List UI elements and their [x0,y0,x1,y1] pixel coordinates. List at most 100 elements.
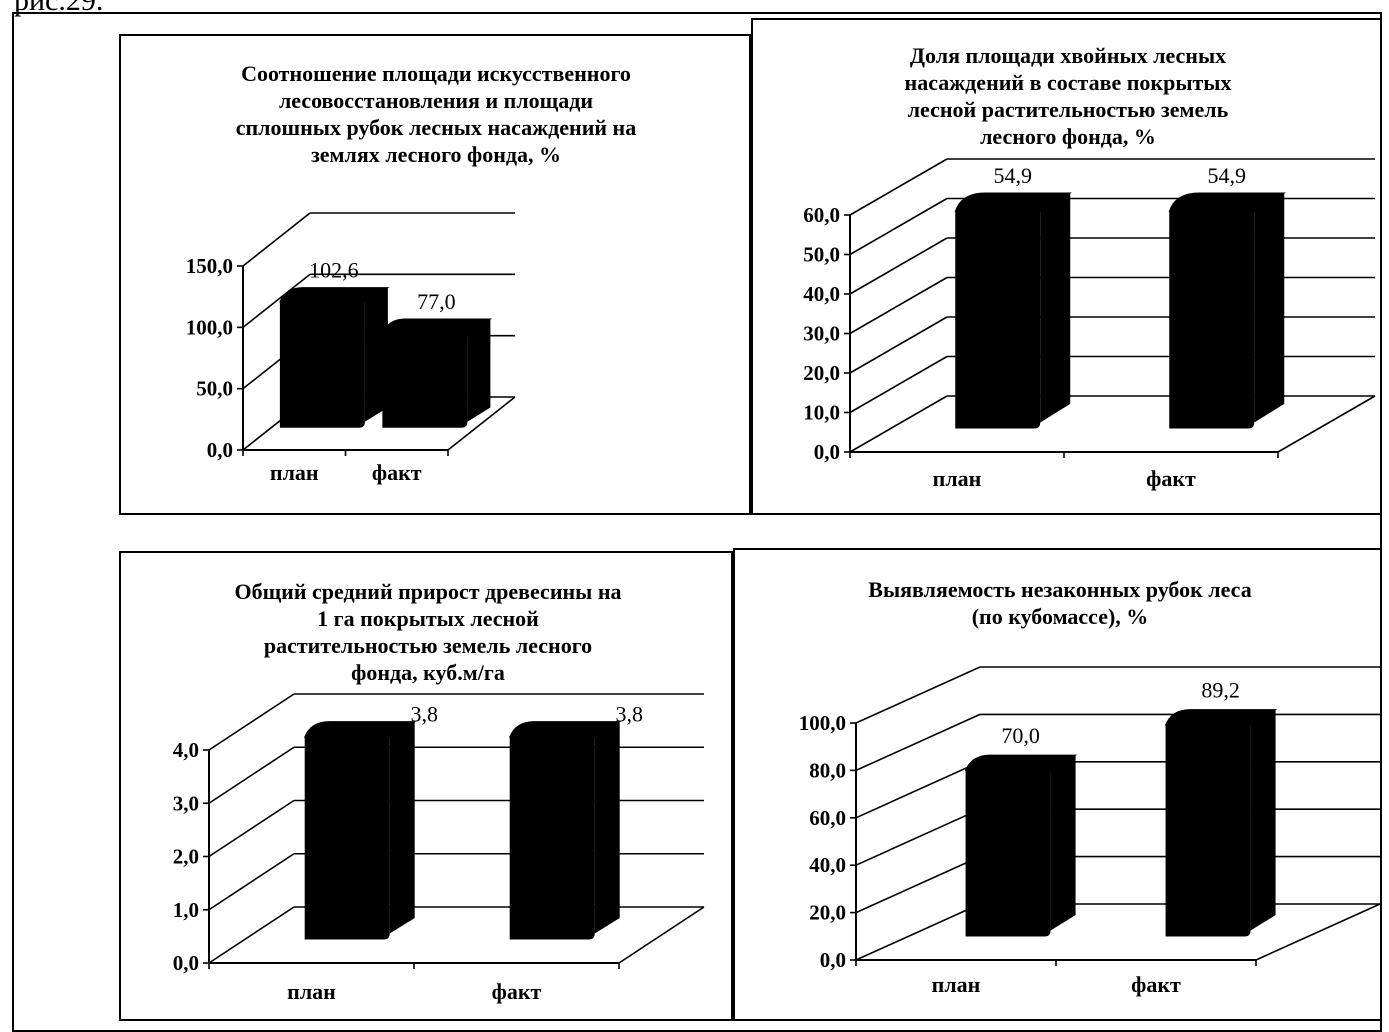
data-label: 70,0 [1001,723,1040,748]
side-wall-line [849,395,948,453]
side-wall-line [855,666,981,724]
chart-title-line: сплошных рубок лесных насаждений на [235,115,637,140]
bar-side [1250,709,1276,931]
side-wall-line [855,808,981,866]
y-tick-label: 0,0 [173,951,199,975]
chart-title: Доля площади хвойных лесных насаждений в… [783,42,1353,150]
side-wall-line [208,853,295,911]
floor-right-edge [618,906,705,964]
side-wall-line [849,197,948,256]
y-tick-label: 60,0 [809,806,846,830]
bar-top [1164,709,1278,726]
x-tick-label: факт [372,460,422,485]
chart-panel-clearcut-ratio: Соотношение площади искусственного лесов… [119,34,751,515]
bar-top [954,192,1072,213]
data-label: 3,8 [615,702,643,727]
x-tick-label: факт [492,979,542,1004]
y-tick-label: 50,0 [803,243,840,267]
chart-title-line: насаждений в составе покрытых [904,70,1232,95]
chart-title-line: землях лесного фонда, % [310,142,562,167]
side-wall-line [855,761,981,819]
chart-title-line: лесного фонда, % [980,124,1156,149]
side-wall-line [208,906,295,964]
y-tick-label: 40,0 [803,282,840,306]
side-wall-line [849,158,948,216]
bar-side [1050,755,1076,931]
x-tick-label: план [933,466,982,491]
bar-front [509,737,595,940]
bar-front [1165,725,1251,937]
chart-title-line: фонда, куб.м/га [351,660,505,685]
y-tick-label: 150,0 [186,254,233,278]
chart-panel-illegal-logging: Выявляемость незаконных рубок леса (по к… [733,548,1382,1021]
x-tick-label: план [932,972,981,997]
bar-side [364,287,388,422]
x-tick-label: план [270,460,319,485]
bar-front [382,333,468,428]
y-tick-label: 10,0 [803,401,840,425]
chart-plot: 0,0 10,0 20,0 30,0 40,0 50,0 60,0 54,9 план 54,9 ф… [803,158,1376,491]
y-tick-label: 100,0 [799,711,846,735]
chart-title-line: Общий средний прирост древесины на [234,579,622,604]
chart-plot: 0,0 1,0 2,0 3,0 4,0 3,8 план 3,8 факт [173,693,705,1004]
chart-plot: 0,0 50,0 100,0 150,0 102,6 план 77,0 факт [186,212,516,485]
chart-title: Выявляемость незаконных рубок леса (по к… [765,576,1355,630]
y-tick-label: 50,0 [196,377,233,401]
side-wall-line [849,316,948,374]
chart-title-line: лесной растительностью земель [907,97,1229,122]
y-tick-label: 20,0 [803,361,840,385]
bar-side [1040,193,1071,423]
y-tick-label: 30,0 [803,322,840,346]
chart-title: Общий средний прирост древесины на 1 га … [141,578,715,686]
bar-side [389,721,415,934]
data-label: 54,9 [1207,163,1246,188]
data-label: 89,2 [1201,678,1240,703]
floor-right-edge [1255,903,1381,961]
data-label: 77,0 [417,289,456,314]
x-tick-label: план [287,979,336,1004]
side-wall-line [855,903,981,961]
data-label: 102,6 [309,258,359,283]
bar-top [381,318,493,334]
bar-front [965,770,1051,937]
chart-panel-wood-increment: Общий средний прирост древесины на 1 га … [119,551,733,1021]
chart-plot: 0,0 20,0 40,0 60,0 80,0 100,0 70,0 план 89,2 факт [799,666,1381,997]
side-wall-line [242,212,311,267]
side-wall-line [849,276,948,335]
bar-top [279,287,390,303]
chart-title: Соотношение площади искусственного лесов… [151,60,721,168]
y-tick-label: 1,0 [173,898,199,922]
bar-front [955,211,1041,429]
chart-title-line: лесовосстановления и площади [278,88,594,113]
y-tick-label: 0,0 [820,948,846,972]
data-label: 3,8 [410,702,438,727]
bar-front [304,737,390,940]
y-tick-label: 40,0 [809,853,846,877]
chart-title-line: 1 га покрытых лесной [317,606,539,631]
y-tick-label: 3,0 [173,791,199,815]
bar-side [467,319,491,422]
side-wall-line [242,273,311,328]
chart-title-line: Соотношение площади искусственного [241,61,631,86]
y-tick-label: 4,0 [173,738,199,762]
y-tick-label: 0,0 [207,438,233,462]
y-tick-label: 100,0 [186,315,233,339]
data-label: 54,9 [993,163,1032,188]
x-tick-label: факт [1146,466,1196,491]
y-tick-label: 2,0 [173,845,199,869]
side-wall-line [855,713,981,772]
chart-title-line: (по кубомассе), % [971,604,1149,629]
y-tick-label: 60,0 [803,203,840,227]
bar-front [279,301,365,428]
chart-panel-conifer-share: Доля площади хвойных лесных насаждений в… [751,18,1382,515]
side-wall-line [849,237,948,295]
chart-title-line: Доля площади хвойных лесных [909,43,1227,68]
side-wall-line [208,693,295,751]
floor-right-edge [447,396,516,451]
bar-top [1168,192,1286,213]
y-tick-label: 20,0 [809,901,846,925]
side-wall-line [849,355,948,414]
y-tick-label: 0,0 [814,440,840,464]
side-wall-line [855,855,981,914]
bar-side [1254,193,1285,423]
